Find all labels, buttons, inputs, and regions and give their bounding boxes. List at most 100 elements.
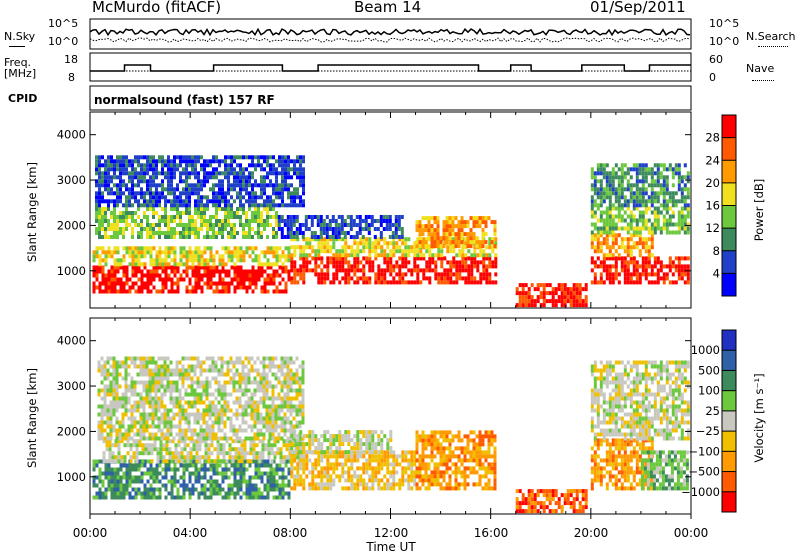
power-cell [650,230,654,235]
power-cell [179,231,182,235]
power-cell [434,260,438,265]
power-cell [116,250,120,255]
power-cell [632,206,636,211]
velocity-cell [163,436,167,441]
velocity-cell [203,487,207,492]
velocity-cell [202,412,206,417]
power-cell [134,175,137,180]
power-cell [635,280,639,285]
velocity-cell [252,439,256,444]
power-cell [475,244,479,249]
velocity-cell [211,408,215,413]
power-cell [662,276,666,281]
power-cell [131,195,134,200]
velocity-cell [193,400,197,405]
velocity-cell [269,467,273,472]
power-cell [448,224,452,229]
power-cell [215,285,219,290]
power-cell [134,246,138,251]
velocity-cell [108,443,112,448]
power-cell [170,258,174,263]
velocity-cell [226,368,230,373]
power-cell [275,231,278,235]
power-cell [623,245,627,250]
power-cell [107,281,111,286]
power-cell [146,273,150,278]
power-cell [152,167,155,172]
velocity-cell [107,475,111,480]
velocity-cell [124,400,128,405]
velocity-cell [253,368,257,373]
power-cell [140,155,143,160]
power-cell [317,276,321,281]
velocity-cell [146,467,150,472]
power-cell [473,276,477,281]
power-cell [107,219,110,223]
power-cell [161,207,164,211]
power-cell [143,265,147,270]
velocity-cell [111,455,115,460]
velocity-cell [98,491,102,496]
power-cell [173,207,176,211]
velocity-cell [152,475,156,480]
power-cell [251,246,255,251]
power-cell [674,268,678,273]
power-cell [263,191,266,196]
power-cell [593,280,597,285]
power-cell [221,195,224,200]
velocity-cell [160,376,164,381]
power-cell [188,187,191,192]
power-cell [275,191,278,196]
velocity-cell [245,487,249,492]
power-cell [593,214,597,219]
power-cell [340,223,344,227]
velocity-cell [232,364,236,369]
power-cell [167,191,170,196]
velocity-cell [259,412,263,417]
velocity-cell [245,479,249,484]
power-cell [230,254,234,259]
velocity-cell [133,392,137,397]
power-cell [221,246,225,251]
velocity-cell [199,412,203,417]
power-cell [104,179,107,184]
power-cell [385,223,389,227]
power-cell [611,272,615,277]
power-cell [457,244,461,249]
power-cell [128,195,131,200]
power-cell [413,264,417,269]
velocity-cell [154,424,158,429]
power-cell [557,287,561,292]
power-cell [596,256,600,261]
velocity-cell [154,372,158,377]
power-cell [119,215,122,219]
power-cell [170,289,174,294]
velocity-cell [211,420,215,425]
velocity-cell [109,380,113,385]
velocity-cell [184,436,188,441]
power-cell [137,155,140,160]
velocity-cell [297,455,301,460]
velocity-cell [288,439,292,444]
power-cell [206,163,209,168]
velocity-cell [112,400,116,405]
power-cell [445,240,449,245]
power-cell [293,199,296,204]
power-cell [122,183,125,188]
velocity-cell [205,420,209,425]
velocity-cell [297,451,301,456]
power-cell [269,207,272,211]
power-cell [358,215,362,219]
velocity-cell [175,368,179,373]
velocity-cell [200,491,204,496]
velocity-cell [224,475,228,480]
velocity-cell [232,380,236,385]
power-cell [176,277,180,282]
power-cell [464,245,468,250]
power-cell [275,258,279,263]
power-cell [335,237,339,242]
velocity-cell [156,455,160,460]
power-cell [620,163,624,168]
power-cell [236,211,239,215]
velocity-cell [113,479,117,484]
